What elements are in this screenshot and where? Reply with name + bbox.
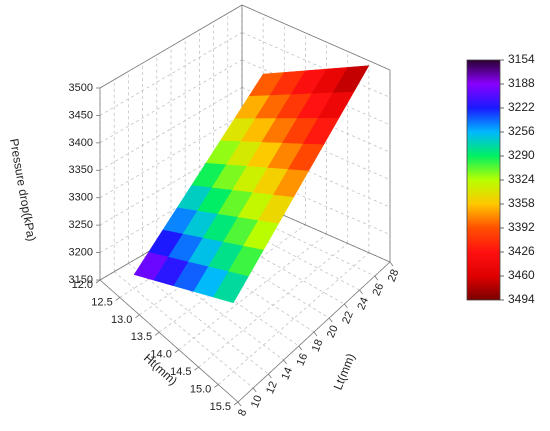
colorbar-label: 3154 (508, 52, 535, 66)
y-tick-label: 26 (371, 282, 387, 298)
x-tick-label: 15.5 (210, 401, 231, 413)
y-tick (283, 359, 287, 365)
x-tick (115, 297, 120, 301)
grid-line (185, 229, 330, 319)
z-axis-title: Pressure drop(kPa) (7, 137, 39, 242)
x-tick (135, 314, 140, 319)
y-tick-label: 10 (249, 394, 265, 410)
x-tick (214, 384, 219, 388)
z-tick-label: 3500 (69, 82, 93, 94)
grid-line (178, 233, 327, 350)
y-tick (252, 387, 257, 393)
y-tick (374, 275, 379, 281)
z-tick-label: 3150 (69, 274, 93, 286)
x-tick (174, 349, 180, 354)
y-axis-title: Lt(mm) (331, 351, 358, 391)
colorbar-label: 3494 (508, 292, 535, 306)
colorbar-label: 3188 (508, 76, 535, 90)
colorbar-label: 3392 (508, 220, 535, 234)
x-tick-label: 12.5 (91, 296, 112, 308)
y-tick-label: 14 (279, 366, 295, 382)
colorbar-label: 3222 (508, 100, 535, 114)
x-tick-label: 12.0 (72, 279, 93, 291)
x-tick (154, 331, 160, 336)
y-tick (359, 289, 363, 295)
y-tick-label: 28 (386, 268, 402, 284)
grid-line (199, 221, 345, 305)
x-tick-label: 14.0 (150, 349, 171, 361)
y-tick (313, 331, 318, 337)
colorbar-label: 3358 (508, 196, 535, 210)
y-tick (298, 345, 303, 351)
x-tick-label: 13.5 (131, 331, 152, 343)
colorbar (466, 59, 501, 301)
y-tick-label: 16 (295, 352, 311, 368)
surface-patch (213, 271, 249, 304)
box-edge (99, 279, 239, 403)
y-tick-label: 20 (325, 324, 341, 340)
grid-line (142, 254, 284, 361)
box-edge (241, 4, 391, 71)
grid-line (198, 243, 348, 368)
y-tick-label: 12 (264, 380, 280, 396)
z-tick-label: 3250 (69, 219, 93, 231)
y-tick (344, 303, 348, 309)
colorbar-label: 3460 (508, 268, 535, 282)
y-tick-label: 18 (310, 338, 326, 354)
y-tick-label: 8 (236, 408, 249, 418)
colorbar-label: 3426 (508, 244, 535, 258)
y-tick-label: 24 (355, 296, 371, 312)
x-tick-label: 13.0 (111, 314, 132, 326)
z-tick-label: 3300 (69, 192, 93, 204)
y-tick (237, 401, 242, 407)
x-tick-label: 15.0 (190, 383, 211, 395)
y-tick (389, 261, 394, 267)
y-tick-label: 22 (340, 310, 356, 326)
grid-line (113, 271, 254, 389)
colorbar-label: 3290 (508, 148, 535, 162)
z-tick-label: 3450 (69, 109, 93, 121)
y-tick (268, 373, 272, 379)
grid-line (241, 32, 391, 98)
x-tick (194, 366, 199, 371)
x-tick-label: 14.5 (170, 366, 191, 378)
box-edge (99, 4, 243, 89)
y-tick (328, 317, 333, 323)
x-tick (95, 279, 101, 284)
z-tick-label: 3350 (69, 164, 93, 176)
x-tick (233, 401, 239, 406)
z-tick-label: 3200 (69, 246, 93, 258)
colorbar-label: 3256 (508, 124, 535, 138)
colorbar-label: 3324 (508, 172, 535, 186)
z-tick-label: 3400 (69, 137, 93, 149)
